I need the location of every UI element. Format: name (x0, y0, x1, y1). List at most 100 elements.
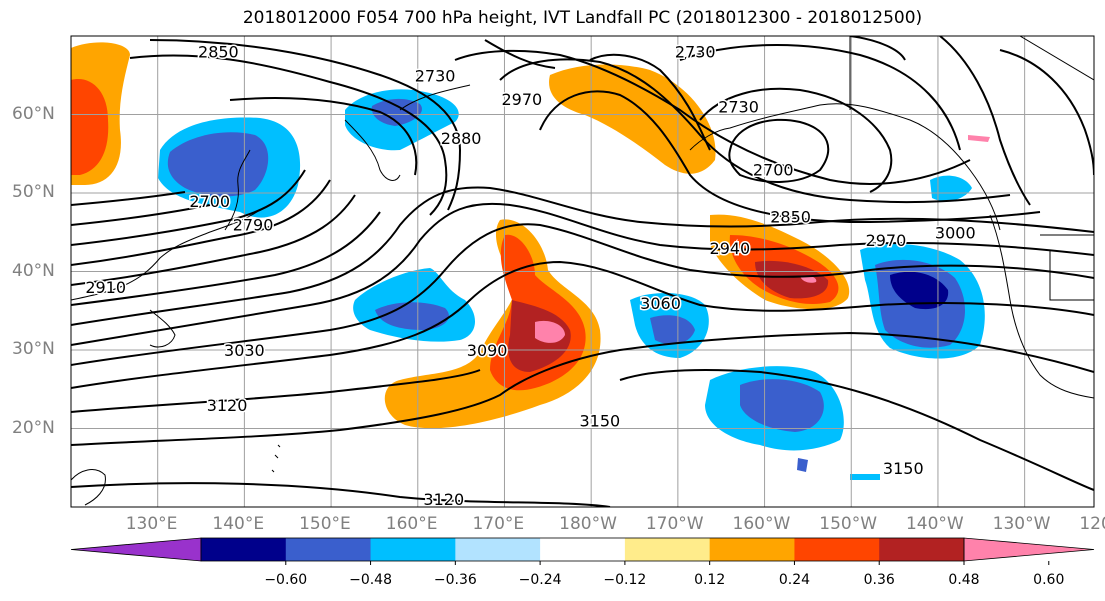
longitude-label: 130°W (992, 514, 1051, 534)
latitude-label: 50°N (12, 182, 55, 202)
coastline (271, 444, 281, 473)
colorbar-extend-max (963, 537, 1095, 562)
ivt-positive-region (755, 260, 829, 299)
height-contour (71, 331, 1094, 446)
height-contour (539, 90, 1041, 224)
colorbar-segment (285, 538, 372, 561)
longitude-label: 180°W (559, 514, 617, 534)
height-contours (71, 36, 1094, 507)
contour-label: 2970 (501, 90, 542, 109)
coastline (1049, 250, 1094, 301)
contour-label: 2730 (675, 43, 716, 62)
height-contour (589, 53, 711, 151)
contour-label: 2730 (718, 98, 759, 117)
coastline (344, 119, 401, 181)
ivt-positive-region (549, 64, 716, 174)
colorbar-tick-label: 0.24 (778, 572, 811, 588)
ivt-negative-region (930, 175, 972, 202)
contour-label: 3150 (579, 412, 620, 431)
height-contour (229, 97, 418, 176)
colorbar-tick-label: −0.48 (349, 572, 392, 588)
colorbar-segment (879, 538, 965, 561)
height-contour (679, 44, 961, 151)
longitude-label: 160°E (385, 514, 438, 534)
contour-label: 2970 (866, 231, 907, 250)
height-contour (149, 39, 462, 211)
colorbar-segment (455, 538, 541, 561)
colorbar-tick-label: 0.36 (863, 572, 895, 588)
ivt-negative-region (167, 132, 269, 197)
colorbar-outline (200, 537, 965, 562)
longitude-label: 140°E (212, 514, 265, 534)
height-contour (849, 36, 906, 61)
height-contour (71, 369, 481, 413)
contour-label: 2880 (441, 129, 482, 148)
contour-label: 3150 (883, 459, 924, 478)
height-contour (71, 186, 1094, 326)
colorbar (70, 537, 1095, 565)
ivt-negative-region (371, 98, 422, 126)
colorbar-segment (709, 538, 795, 561)
contour-label: 2700 (189, 192, 230, 211)
colorbar-tick-label: −0.36 (433, 572, 477, 588)
height-contour (71, 260, 1094, 389)
latitude-label: 60°N (12, 103, 55, 124)
longitude-label: 130°E (125, 514, 178, 534)
colorbar-extend-min (70, 537, 202, 562)
ivt-positive-region (71, 79, 109, 175)
latitude-label: 20°N (12, 417, 55, 438)
coastline (224, 149, 251, 231)
height-contour (454, 49, 971, 185)
ivt-negative-region (740, 379, 824, 432)
ivt-negative-region (650, 315, 695, 345)
map-frame (70, 35, 1095, 508)
longitude-label: 170°W (645, 514, 704, 534)
ivt-negative-region (890, 271, 949, 310)
colorbar-tick-label: −0.24 (518, 572, 562, 588)
colorbar-segment (540, 538, 626, 561)
contour-label: 2850 (198, 43, 239, 62)
contour-labels: 2850273029702880270027902910303031203090… (84, 41, 977, 510)
height-contour (71, 202, 1094, 346)
ivt-negative-region (850, 474, 880, 480)
coastline (71, 209, 261, 301)
longitude-label: 150°E (299, 514, 351, 534)
height-contour (71, 179, 331, 266)
height-contour (129, 54, 448, 216)
latitude-label: 30°N (12, 339, 55, 359)
contour-label: 3120 (207, 396, 248, 415)
coastline (71, 469, 106, 506)
coastline (399, 84, 471, 111)
contour-label: 2730 (415, 66, 456, 85)
ivt-negative-region (375, 302, 449, 330)
longitude-label: 140°W (905, 514, 964, 534)
longitude-label: 160°W (732, 514, 791, 534)
coastline (989, 214, 1094, 399)
contour-label: 2910 (85, 278, 126, 297)
colorbar-segment (201, 538, 287, 561)
contour-label: 2790 (233, 215, 274, 234)
contour-label: 3000 (935, 223, 976, 242)
height-contour (71, 204, 211, 226)
longitude-label: 150°W (819, 514, 878, 534)
height-contour (71, 211, 381, 306)
colorbar-tick-label: 0.12 (694, 572, 726, 588)
map-title: 2018012000 F054 700 hPa height, IVT Land… (242, 8, 923, 28)
ivt-positive-region (968, 135, 990, 142)
contour-label: 3090 (467, 341, 508, 360)
longitude-label: 120°W (1079, 514, 1105, 534)
colorbar-segment (370, 538, 456, 561)
height-contour (71, 482, 611, 507)
height-contour (71, 169, 306, 246)
contour-label: 2940 (710, 239, 751, 258)
height-contour (484, 39, 556, 69)
contour-label: 3060 (640, 294, 681, 313)
colorbar-tick-label: 0.48 (948, 572, 980, 588)
colorbar-tick-label: −0.60 (264, 572, 308, 588)
latitude-label: 40°N (12, 260, 55, 281)
colorbar-tick-label: −0.12 (603, 572, 647, 588)
colorbar-tick-label: 0.60 (1033, 572, 1065, 588)
contour-label: 2850 (770, 208, 811, 227)
ivt-negative-region (797, 458, 808, 472)
